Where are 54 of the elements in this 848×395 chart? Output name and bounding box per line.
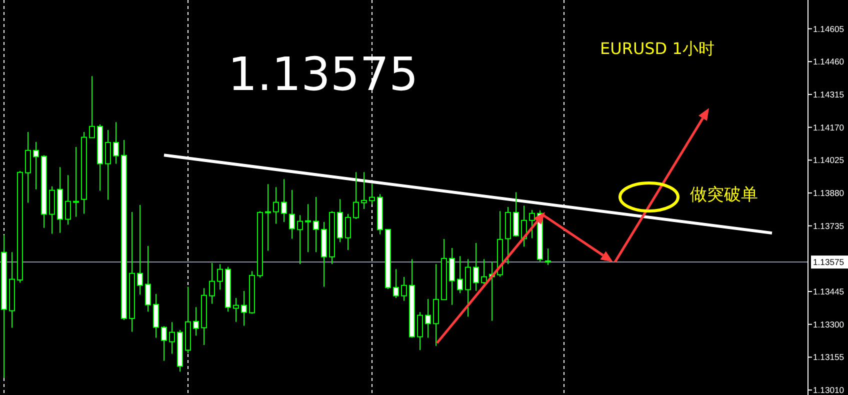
candlestick [145, 245, 151, 312]
candlestick [105, 130, 111, 200]
candlestick [345, 214, 351, 251]
candlestick [417, 312, 423, 351]
candlestick [449, 248, 455, 306]
candlestick [481, 258, 487, 285]
y-tick-label: 1.14025 [813, 155, 844, 166]
candlestick [313, 196, 319, 253]
candlestick [289, 190, 295, 240]
candlestick [89, 76, 95, 138]
candlestick [113, 122, 119, 164]
candlestick [305, 204, 311, 253]
y-tick-label: 1.13735 [813, 220, 844, 231]
candlestick [369, 183, 375, 205]
candlestick [153, 293, 159, 338]
candlestick [401, 276, 407, 302]
candlestick [265, 184, 271, 252]
candlestick [137, 204, 143, 296]
candlestick [393, 268, 399, 299]
candlestick [217, 264, 223, 290]
candlestick [545, 248, 551, 266]
candlestick [473, 242, 479, 292]
candlestick [465, 258, 471, 318]
candlestick [33, 142, 39, 190]
candlestick [273, 186, 279, 224]
candlestick [169, 322, 175, 354]
candlestick [361, 172, 367, 210]
y-tick-label: 1.13880 [813, 188, 844, 198]
text: EURUSD 1小时 [600, 39, 714, 58]
candlestick [425, 298, 431, 338]
y-tick-label: 1.13445 [813, 286, 844, 296]
y-tick-label: 1.13010 [813, 385, 844, 395]
candlestick [65, 174, 71, 226]
y-tick-label: 1.13155 [813, 352, 844, 362]
candlestick [193, 306, 199, 336]
candlestick [529, 209, 535, 239]
y-tick-label: 1.14315 [813, 89, 844, 100]
y-tick-label: 1.14170 [813, 122, 844, 132]
candlestick [241, 290, 247, 326]
candlestick [297, 214, 303, 265]
candlestick [457, 256, 463, 294]
candlestick [161, 326, 167, 362]
y-tick-label: 1.14605 [813, 24, 844, 34]
candlestick [281, 178, 287, 222]
candlestick [73, 146, 79, 218]
y-tick-label: 1.13300 [813, 319, 844, 330]
annotation: 做突破单 [690, 185, 758, 205]
ref-line-label: 1.13575 [813, 257, 844, 268]
candlestick [353, 172, 359, 220]
candlestick [25, 132, 31, 204]
annotation: 1.13575 [228, 47, 418, 101]
y-tick-label: 1.14460 [813, 56, 844, 67]
candlestick [209, 262, 215, 304]
candlestick [233, 298, 239, 322]
